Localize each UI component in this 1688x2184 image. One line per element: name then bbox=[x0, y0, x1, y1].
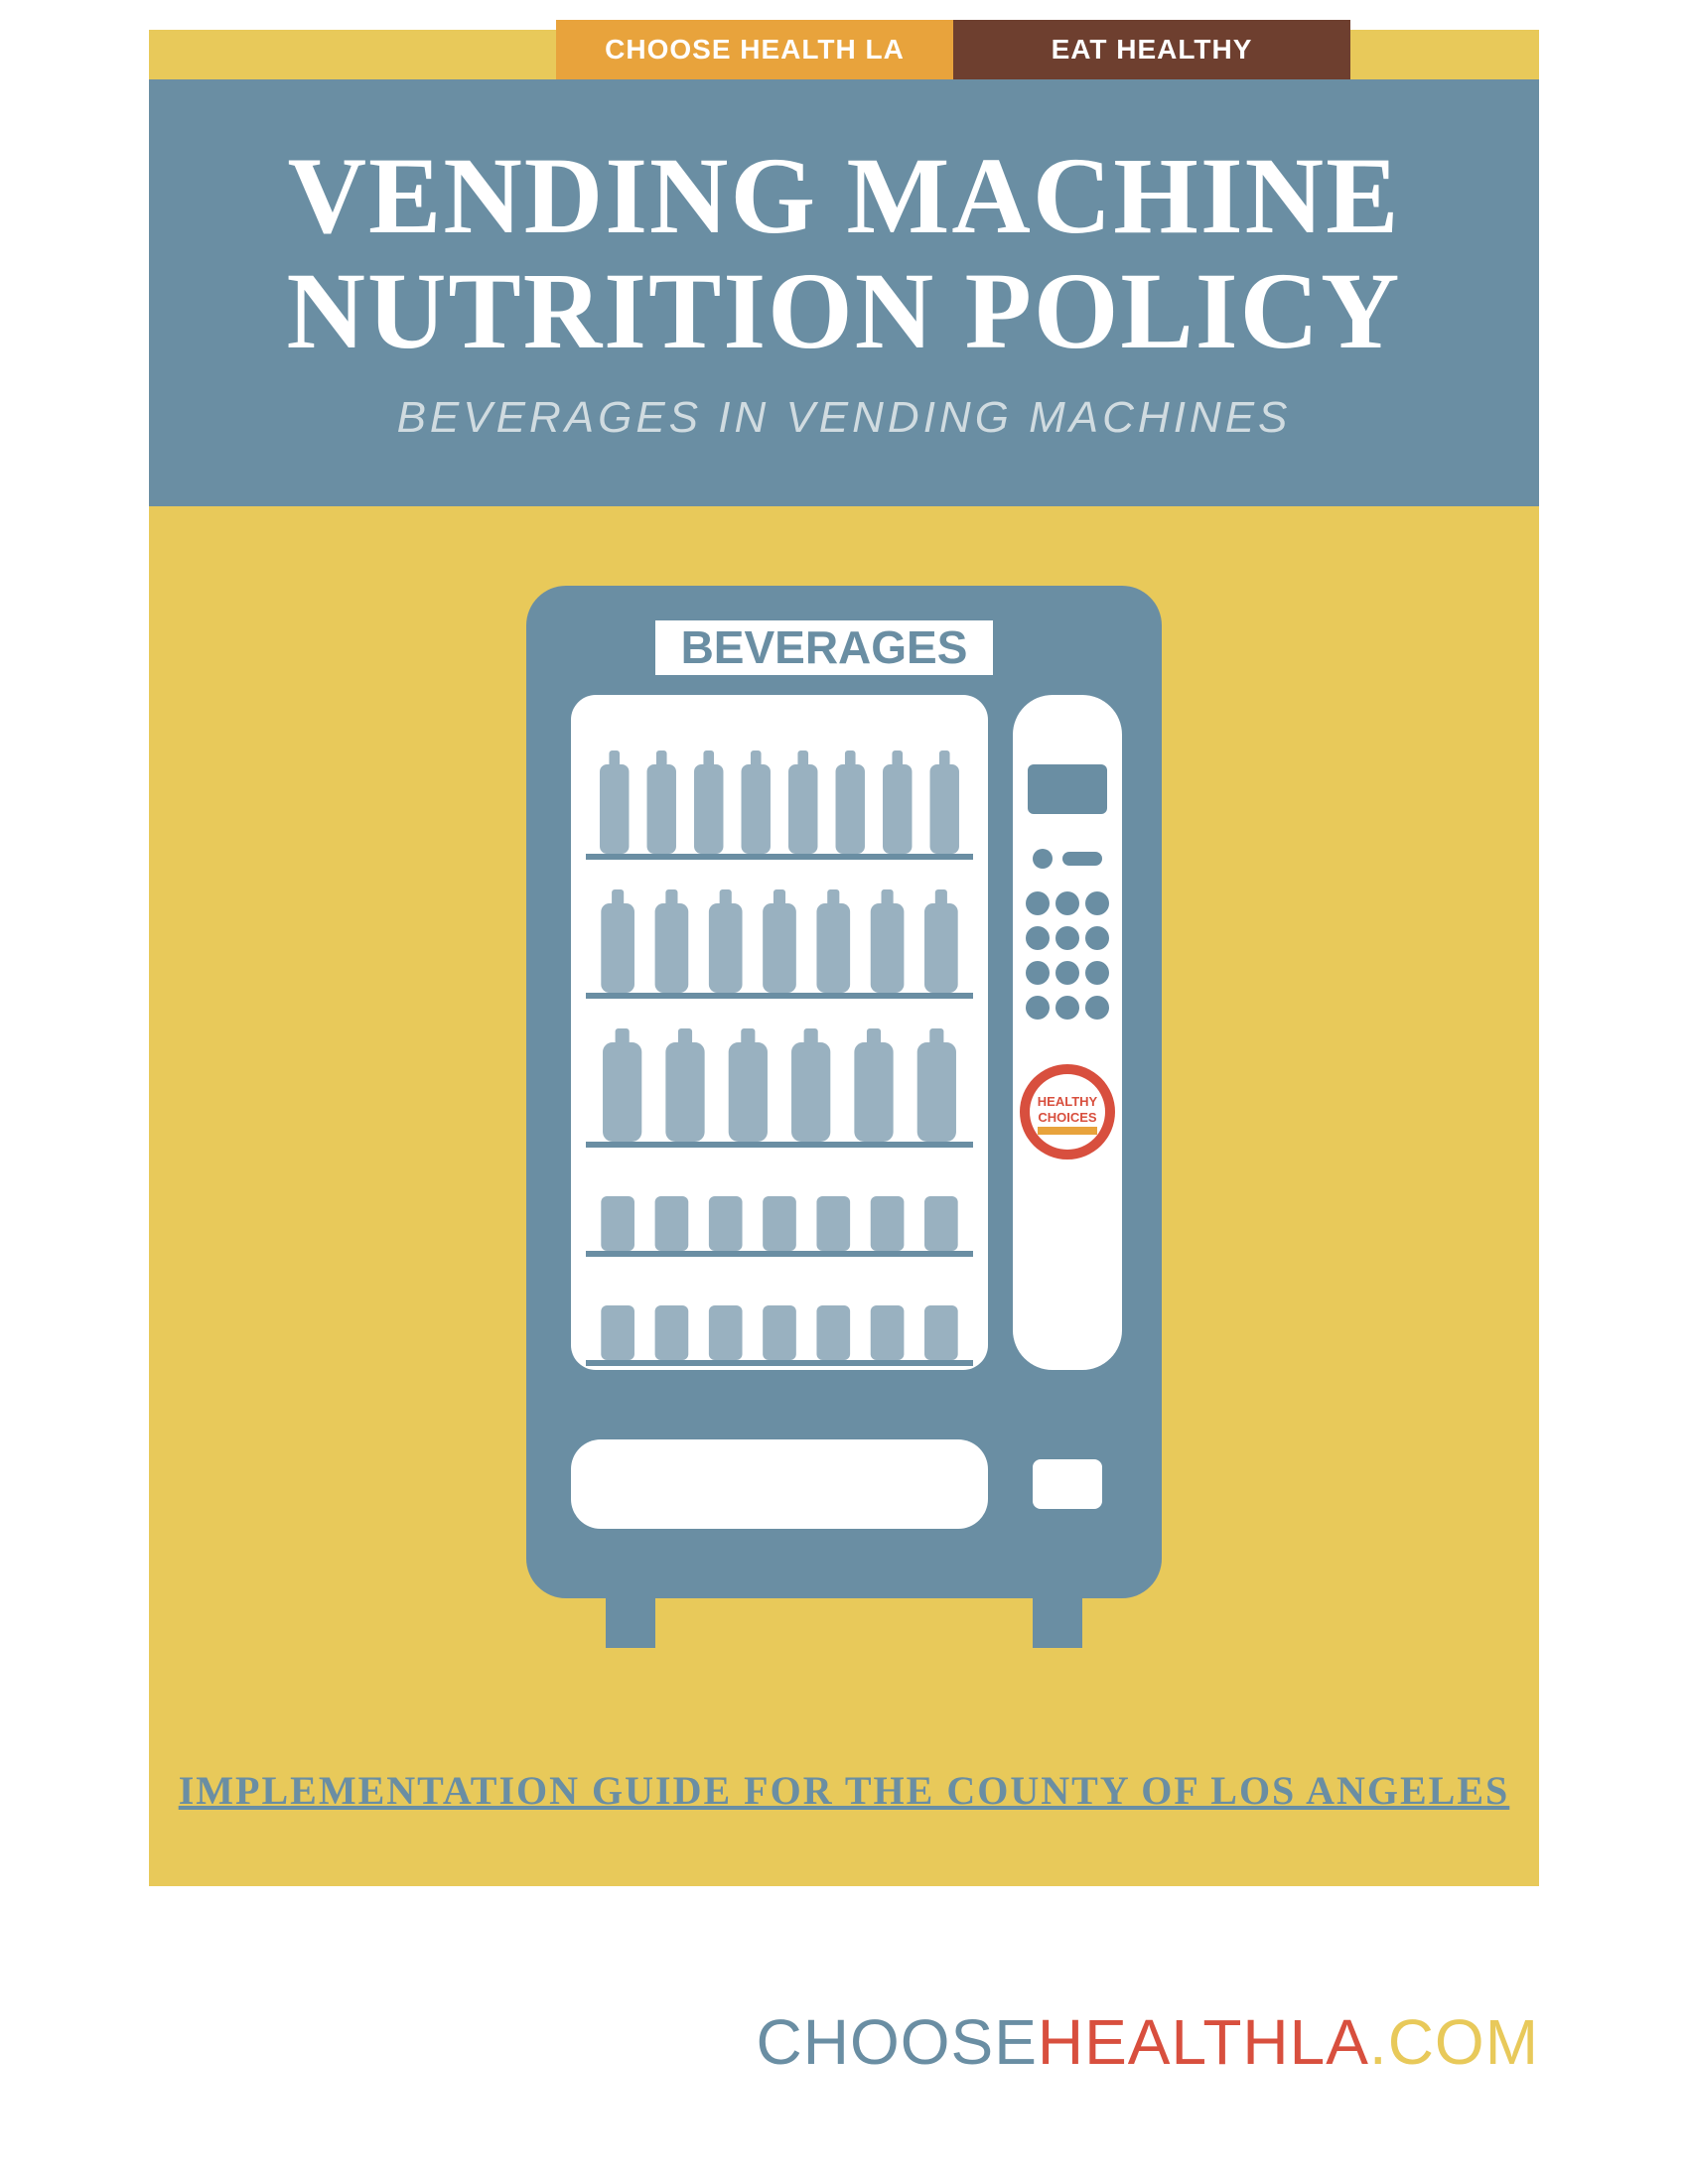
vending-machine-illustration: BEVERAGES HEALTHY CHOICES bbox=[526, 586, 1162, 1658]
document-cover: CHOOSE HEALTH LA EAT HEALTHY VENDING MAC… bbox=[0, 0, 1688, 2184]
top-tabs: CHOOSE HEALTH LA EAT HEALTHY bbox=[556, 20, 1350, 79]
subtitle: BEVERAGES IN VENDING MACHINES bbox=[397, 393, 1292, 443]
url-part-2: HEALTHLA bbox=[1038, 2006, 1369, 2078]
healthy-choices-badge: HEALTHY CHOICES bbox=[1020, 1064, 1115, 1160]
website-url: CHOOSEHEALTHLA.COM bbox=[0, 2005, 1539, 2079]
title-line-2: NUTRITION POLICY bbox=[287, 254, 1402, 369]
url-part-3: .COM bbox=[1369, 2006, 1539, 2078]
header-band: VENDING MACHINE NUTRITION POLICY BEVERAG… bbox=[149, 79, 1539, 506]
implementation-guide-text: IMPLEMENTATION GUIDE FOR THE COUNTY OF L… bbox=[149, 1767, 1539, 1814]
tab-choose-health-la: CHOOSE HEALTH LA bbox=[556, 20, 953, 79]
svg-text:HEALTHY: HEALTHY bbox=[1038, 1094, 1098, 1109]
title-line-1: VENDING MACHINE bbox=[288, 139, 1401, 254]
svg-text:CHOICES: CHOICES bbox=[1038, 1110, 1097, 1125]
tab-eat-healthy: EAT HEALTHY bbox=[953, 20, 1350, 79]
vending-label: BEVERAGES bbox=[681, 621, 968, 673]
url-part-1: CHOOSE bbox=[757, 2006, 1038, 2078]
